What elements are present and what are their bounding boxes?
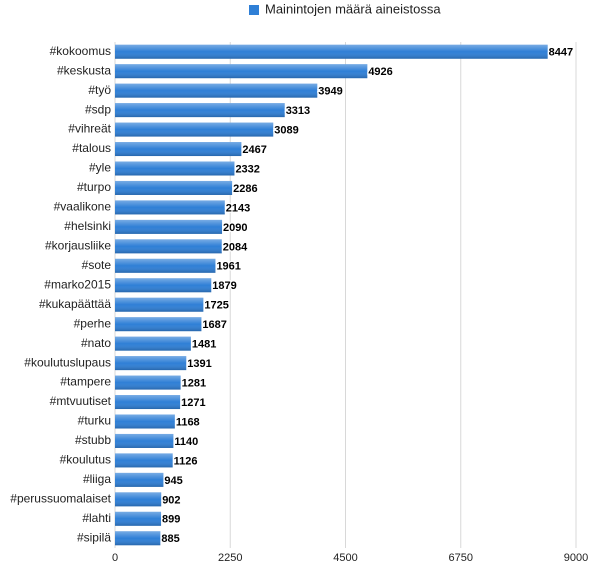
y-tick-label: #perussuomalaiset xyxy=(10,492,111,506)
y-tick-label: #sote xyxy=(82,258,112,272)
bar-shade xyxy=(115,180,233,195)
value-label: 902 xyxy=(162,494,180,506)
bar-shade xyxy=(115,531,161,546)
value-label: 8447 xyxy=(549,47,573,59)
value-label: 2143 xyxy=(226,202,250,214)
y-tick-label: #turpo xyxy=(77,180,111,194)
y-tick-label: #stubb xyxy=(75,433,111,447)
x-tick-label: 2250 xyxy=(218,552,242,564)
value-label: 1481 xyxy=(192,339,216,351)
bar-shade xyxy=(115,122,274,137)
y-tick-label: #perhe xyxy=(74,316,112,330)
y-tick-label: #koulutus xyxy=(60,453,111,467)
bar-shade xyxy=(115,336,191,351)
bar-shade xyxy=(115,375,181,390)
bar-shade xyxy=(115,64,368,79)
y-tick-label: #nato xyxy=(81,336,111,350)
bar-shade xyxy=(115,258,216,273)
y-tick-label: #helsinki xyxy=(64,219,111,233)
bar-shade xyxy=(115,453,173,468)
value-label: 945 xyxy=(164,475,182,487)
y-tick-label: #turku xyxy=(78,414,111,428)
x-tick-label: 9000 xyxy=(564,552,588,564)
y-tick-label: #sipilä xyxy=(77,530,111,544)
y-tick-label: #vaalikone xyxy=(54,200,112,214)
bar-shade xyxy=(115,44,548,59)
value-label: 2467 xyxy=(242,144,266,156)
value-label: 1271 xyxy=(181,397,205,409)
y-tick-label: #sdp xyxy=(85,102,111,116)
value-label: 2084 xyxy=(223,241,248,253)
value-label: 1961 xyxy=(216,261,240,273)
y-tick-label: #koulutuslupaus xyxy=(24,355,111,369)
y-tick-label: #yle xyxy=(89,161,111,175)
value-label: 1879 xyxy=(212,280,236,292)
y-tick-label: #kokoomus xyxy=(50,44,111,58)
y-tick-label: #keskusta xyxy=(57,63,111,77)
bar-shade xyxy=(115,239,222,254)
y-tick-label: #työ xyxy=(88,83,111,97)
bar-shade xyxy=(115,219,223,234)
y-tick-label: #mtvuutiset xyxy=(50,394,112,408)
bar-shade xyxy=(115,433,174,448)
y-tick-label: #tampere xyxy=(60,375,111,389)
value-label: 1140 xyxy=(174,436,198,448)
y-tick-label: #lahti xyxy=(82,511,111,525)
bar-shade xyxy=(115,200,225,215)
bar-shade xyxy=(115,103,285,118)
value-label: 3313 xyxy=(286,105,310,117)
value-label: 1725 xyxy=(204,300,228,312)
bar-shade xyxy=(115,492,162,507)
value-label: 4926 xyxy=(368,66,392,78)
value-label: 2332 xyxy=(235,163,259,175)
x-tick-label: 0 xyxy=(112,552,118,564)
bar-shade xyxy=(115,297,204,312)
legend-label: Mainintojen määrä aineistossa xyxy=(265,1,441,16)
bar-shade xyxy=(115,317,202,332)
value-label: 885 xyxy=(161,533,179,545)
bar-shade xyxy=(115,356,187,371)
y-tick-label: #marko2015 xyxy=(44,277,111,291)
y-tick-label: #liiga xyxy=(83,472,111,486)
bar-shade xyxy=(115,414,175,429)
bar-shade xyxy=(115,472,164,487)
y-tick-label: #korjausliike xyxy=(45,239,111,253)
bar-shade xyxy=(115,83,318,98)
y-tick-label: #kukapäättää xyxy=(39,297,111,311)
value-label: 1126 xyxy=(174,455,198,467)
value-label: 3949 xyxy=(318,86,342,98)
y-tick-label: #vihreät xyxy=(68,122,111,136)
value-label: 2090 xyxy=(223,222,247,234)
x-tick-label: 6750 xyxy=(449,552,473,564)
value-label: 1281 xyxy=(182,377,206,389)
x-tick-label: 4500 xyxy=(333,552,357,564)
value-label: 3089 xyxy=(274,124,298,136)
bar-shade xyxy=(115,278,212,293)
bar-shade xyxy=(115,142,242,157)
value-label: 899 xyxy=(162,514,180,526)
value-label: 1391 xyxy=(187,358,211,370)
value-label: 1687 xyxy=(202,319,226,331)
y-tick-label: #talous xyxy=(72,141,111,155)
legend-swatch xyxy=(249,5,259,15)
value-label: 1168 xyxy=(176,416,200,428)
bar-shade xyxy=(115,511,162,526)
bar-shade xyxy=(115,395,181,410)
bar-shade xyxy=(115,161,235,176)
value-label: 2286 xyxy=(233,183,257,195)
